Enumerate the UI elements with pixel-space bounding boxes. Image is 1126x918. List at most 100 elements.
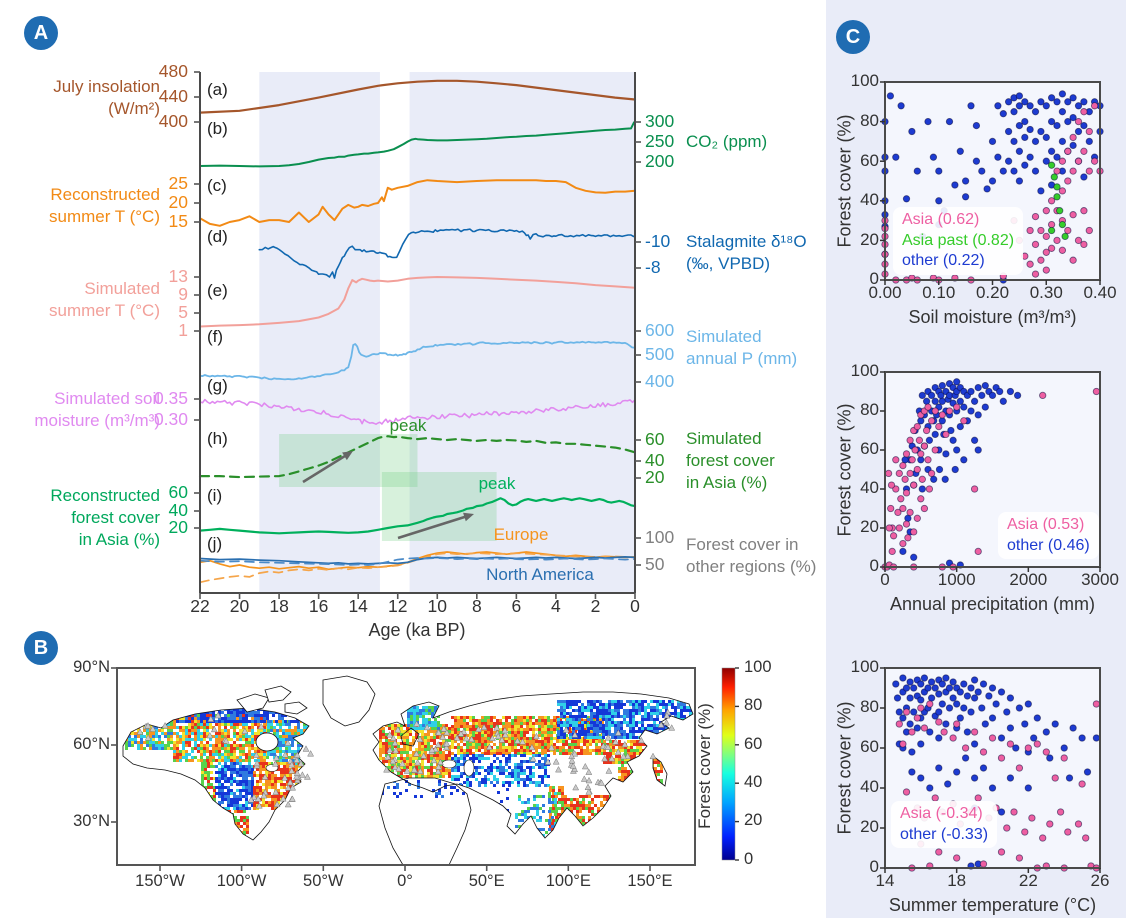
scatter-dot-Asia [1047, 220, 1056, 229]
scatter-dot-other [1021, 161, 1029, 169]
scatter-dot-other [1006, 774, 1015, 782]
scatter-dot-Asia [926, 700, 934, 708]
scatter-dot-other [945, 704, 954, 712]
scatter-dot-other [1015, 92, 1024, 100]
scatter-dot-other [1015, 704, 1024, 712]
scatter-dot-other [1037, 127, 1045, 136]
scatter-dot-other [1033, 714, 1041, 722]
scatter-dot-other [908, 127, 916, 136]
scatter-dot-other [927, 694, 936, 702]
scatter-dot-Asia [901, 475, 909, 483]
scatter-legend: Asia (0.53) other (0.46) [998, 512, 1099, 559]
scatter-dot-other [1010, 167, 1018, 175]
scatter-dot-Asia [1074, 820, 1083, 828]
scatter-dot-other [1042, 728, 1050, 736]
scatter-dot-other [899, 547, 907, 556]
scatter-dot-Asia [904, 534, 912, 542]
scatter-dot-other [895, 708, 903, 716]
scatter-dot-Asia [953, 854, 961, 862]
scatter-dot-other [927, 391, 936, 400]
scatter-dot-other [892, 680, 900, 688]
scatter-dot-other [1069, 113, 1077, 122]
scatter-dot-Asia [908, 456, 916, 464]
scatter-dot-Asia [899, 539, 907, 548]
scatter-dot-other [970, 436, 979, 444]
scatter-dot-Asia [1064, 828, 1072, 836]
scatter-dot-Asia [1031, 212, 1040, 221]
scatter-dot-Asia [927, 417, 936, 425]
legend-entry: Asia (0.53) [1007, 516, 1085, 533]
scatter-dot-other [979, 764, 988, 772]
scatter-dot-Asia [970, 485, 979, 493]
scatter-dot-Asia [887, 504, 895, 513]
scatter-dot-other [1058, 108, 1067, 116]
scatter-dot-Asia [902, 520, 911, 528]
scatter-dot-Asia [884, 469, 893, 478]
scatter-dot-other [910, 684, 918, 692]
scatter-dot-Asia [908, 728, 916, 736]
scatter-dot-Asia [913, 714, 921, 722]
scatter-dot-other [999, 167, 1007, 175]
scatter-dot-other [988, 784, 997, 792]
scatter-dot-Asia [913, 514, 921, 522]
scatter-dot-Asia [902, 450, 911, 458]
scatter-dot-other [922, 397, 931, 405]
scatter-dot-other [956, 147, 964, 155]
scatter-dot-Asia [917, 704, 925, 712]
scatter-legend: Asia (0.62) Asia past (0.82) other (0.22) [893, 207, 1024, 275]
scatter-dot-other [1058, 137, 1067, 146]
series-sim_summer_t [199, 276, 636, 328]
scatter-dot-other [904, 514, 912, 522]
scatter-dot-other [956, 688, 964, 696]
scatter-dot-other [1004, 98, 1013, 106]
scatter-dot-Asia [895, 524, 903, 532]
panel-c-badge: C [836, 20, 870, 54]
scatter-dot-other [935, 197, 943, 205]
scatter-dot-other [935, 167, 943, 175]
scatter-dot-other [1031, 167, 1040, 175]
scatter-dot-other [1004, 157, 1013, 165]
scatter-dot-Asia [1074, 157, 1083, 165]
scatter-dot-other [1069, 141, 1077, 150]
scatter-dot-other [920, 674, 929, 682]
scatter-dot-Asia [1085, 167, 1093, 175]
scatter-dot-other [917, 417, 925, 425]
scatter-dot-Asia [888, 547, 896, 556]
scatter-dot-other [960, 403, 968, 411]
scatter-dot-Asia [920, 442, 929, 450]
scatter-dot-Asia [917, 495, 925, 503]
scatter-dot-other [951, 465, 959, 474]
scatter-dot-Asia [899, 504, 907, 513]
scatter-dot-other [1012, 744, 1020, 752]
scatter-dot-Asia [1058, 157, 1067, 165]
scatter-dot-Asia [917, 450, 925, 458]
scatter-dot-other [949, 678, 957, 686]
scatter-dot-Asia [1026, 260, 1034, 268]
scatter-dot-other [1064, 117, 1072, 126]
scatter-dot-Asia [1033, 740, 1041, 748]
scatter-dot-other [917, 680, 925, 688]
scatter-dot-other [967, 708, 975, 716]
scatter-dot-Asia [1074, 236, 1083, 245]
scatter-dot-other [994, 153, 1002, 161]
scatter-dot-Asia [1037, 226, 1045, 235]
scatter-dot-other [945, 684, 954, 692]
scatter-dot-other [949, 694, 957, 702]
scatter-dot-other [970, 774, 979, 782]
scatter-dot-other [1042, 157, 1050, 165]
scatter-dot-Asia [1069, 167, 1077, 175]
scatter-dot-other [897, 102, 905, 110]
scatter-dot-Asia [1092, 700, 1101, 708]
scatter-dot-Asia [949, 734, 957, 742]
scatter-dot-Asia [935, 422, 943, 431]
scatter-dot-other [949, 436, 957, 444]
scatter-dot-other [956, 714, 964, 722]
scatter-dot-Asia [1051, 774, 1059, 782]
scatter-dot-other [981, 381, 989, 390]
scatter-dot-other [1058, 90, 1067, 98]
scatter-dot-other [935, 764, 943, 772]
series-forest_europe_sim [199, 552, 636, 584]
scatter-dot-Asia [1042, 266, 1050, 274]
scatter-dot-other [886, 92, 895, 100]
scatter-dot-Asia [915, 436, 924, 444]
